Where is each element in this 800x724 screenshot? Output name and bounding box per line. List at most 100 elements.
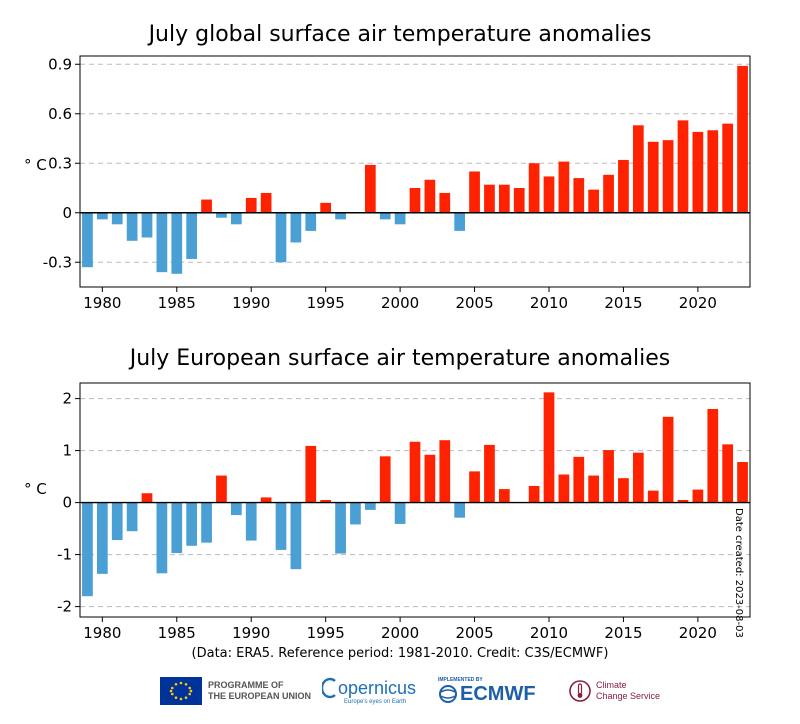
bar-2012	[573, 456, 585, 503]
bar-2020	[692, 131, 704, 213]
bar-1980	[96, 502, 108, 574]
x-tick-label: 2000	[381, 294, 419, 312]
bar-1990	[245, 502, 257, 541]
bar-2022	[722, 123, 734, 213]
global-anomaly-chart: -0.3 0 0.3 0.6 0.9 1980 1985 1990 1995 2000 2005 20…	[24, 55, 751, 312]
copernicus-c-icon	[322, 677, 336, 699]
bar-2011	[558, 161, 570, 213]
copernicus-tagline: Europe's eyes on Earth	[344, 699, 407, 705]
bar-1996	[335, 212, 346, 220]
bar-2013	[588, 189, 600, 213]
x-tick-label: 1990	[232, 294, 270, 312]
x-tick-label: 2020	[679, 294, 717, 312]
ecmwf-wordmark: ECMWF	[460, 682, 536, 705]
y-tick-label: 0.6	[48, 105, 72, 123]
bar-2007	[498, 489, 510, 503]
bar-2021	[707, 409, 719, 503]
c3s-logo: Climate Change Service	[568, 676, 660, 706]
bar-1998	[364, 502, 376, 510]
y-tick-label: 2	[62, 390, 72, 408]
data-credit: (Data: ERA5. Reference period: 1981-2010…	[191, 646, 609, 661]
bar-1982	[126, 502, 138, 532]
bar-1997	[350, 502, 361, 525]
bar-1991	[260, 192, 272, 213]
bar-2000	[394, 212, 406, 225]
bar-1988	[216, 475, 227, 503]
bar-1998	[364, 164, 376, 213]
bar-2013	[588, 475, 600, 503]
bar-2017	[647, 141, 659, 213]
bar-1981	[111, 502, 123, 541]
bar-2019	[677, 120, 689, 213]
y-tick-label: 0	[62, 494, 72, 512]
eu-line-2: THE EUROPEAN UNION	[208, 691, 312, 701]
bar-1984	[156, 502, 168, 574]
bar-1996	[335, 502, 346, 554]
y-tick-label: 1	[62, 442, 72, 460]
eu-programme-logo: PROGRAMME OF THE EUROPEAN UNION	[160, 676, 311, 706]
bar-1993	[290, 212, 302, 243]
bar-1989	[230, 502, 242, 516]
y-tick-label: -1	[57, 546, 72, 564]
bar-2018	[662, 416, 674, 503]
x-tick-label: 2010	[530, 624, 568, 642]
c3s-line-2: Change Service	[596, 691, 661, 701]
bar-1994	[305, 212, 317, 231]
bar-1993	[290, 502, 302, 570]
bar-2001	[409, 188, 421, 213]
bar-1987	[201, 199, 212, 213]
bar-2004	[454, 212, 466, 231]
bar-1981	[111, 212, 123, 225]
bar-1994	[305, 445, 317, 503]
x-tick-label: 2015	[604, 624, 642, 642]
bar-2003	[439, 440, 451, 503]
bar-2023	[737, 65, 748, 213]
bar-2019	[677, 500, 689, 503]
bar-2001	[409, 441, 421, 503]
bar-1990	[245, 197, 257, 213]
bar-2016	[632, 452, 644, 503]
date-created: Date created: 2023-08-03	[733, 508, 744, 638]
bar-1995	[320, 500, 332, 503]
y-tick-label: 0	[62, 204, 72, 222]
y-tick-label: -2	[57, 598, 72, 616]
bar-1979	[82, 502, 93, 597]
bar-1991	[260, 497, 272, 503]
eu-flag-icon	[160, 677, 202, 705]
bar-2018	[662, 140, 674, 213]
bar-2015	[618, 159, 629, 213]
y-tick-label: 0.3	[48, 154, 72, 172]
bar-2002	[424, 179, 436, 213]
bar-2007	[498, 184, 510, 213]
x-tick-label: 1995	[307, 624, 345, 642]
bar-1987	[201, 502, 212, 543]
x-tick-label: 2005	[455, 624, 493, 642]
thermometer-icon	[569, 680, 591, 702]
plot-frame	[79, 55, 751, 288]
bar-2005	[469, 171, 480, 213]
x-tick-label: 2020	[679, 624, 717, 642]
y-tick-label: -0.3	[43, 253, 72, 271]
bar-2014	[603, 174, 614, 213]
bar-1995	[320, 202, 332, 213]
bar-1992	[275, 502, 287, 550]
x-tick-label: 2005	[455, 294, 493, 312]
bar-2011	[558, 474, 570, 503]
bar-1986	[186, 502, 198, 546]
x-tick-label: 1985	[158, 294, 196, 312]
plot-frame	[79, 382, 751, 618]
bar-2006	[484, 444, 495, 503]
copernicus-logo: opernicus Europe's eyes on Earth	[322, 676, 416, 706]
bar-2020	[692, 489, 704, 503]
bar-2015	[618, 478, 629, 503]
bar-1980	[96, 212, 108, 220]
bar-2009	[528, 485, 540, 503]
copernicus-wordmark: opernicus	[338, 677, 417, 698]
bar-2005	[469, 471, 480, 503]
bar-2006	[484, 184, 495, 213]
bar-2021	[707, 130, 719, 213]
x-tick-label: 1995	[307, 294, 345, 312]
ecmwf-implemented-by: IMPLEMENTED BY	[438, 676, 483, 683]
bar-1992	[275, 212, 287, 263]
bar-2009	[528, 163, 540, 213]
